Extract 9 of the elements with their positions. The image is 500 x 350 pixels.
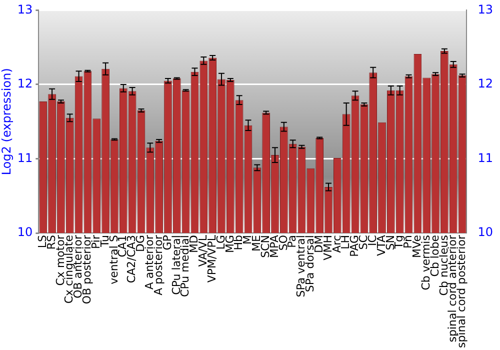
y-axis-title: Log2 (expression) bbox=[0, 68, 14, 176]
y2-tick-label: 13 bbox=[478, 2, 494, 16]
y2-tick-label: 12 bbox=[478, 76, 494, 91]
y2-tick-label: 11 bbox=[478, 150, 494, 165]
y2-tick-label: 10 bbox=[478, 225, 494, 240]
y-tick-label: 11 bbox=[17, 150, 33, 165]
y-tick-label: 10 bbox=[17, 225, 33, 240]
y-tick-label: 13 bbox=[17, 2, 33, 16]
y-tick-label: 12 bbox=[17, 76, 33, 91]
